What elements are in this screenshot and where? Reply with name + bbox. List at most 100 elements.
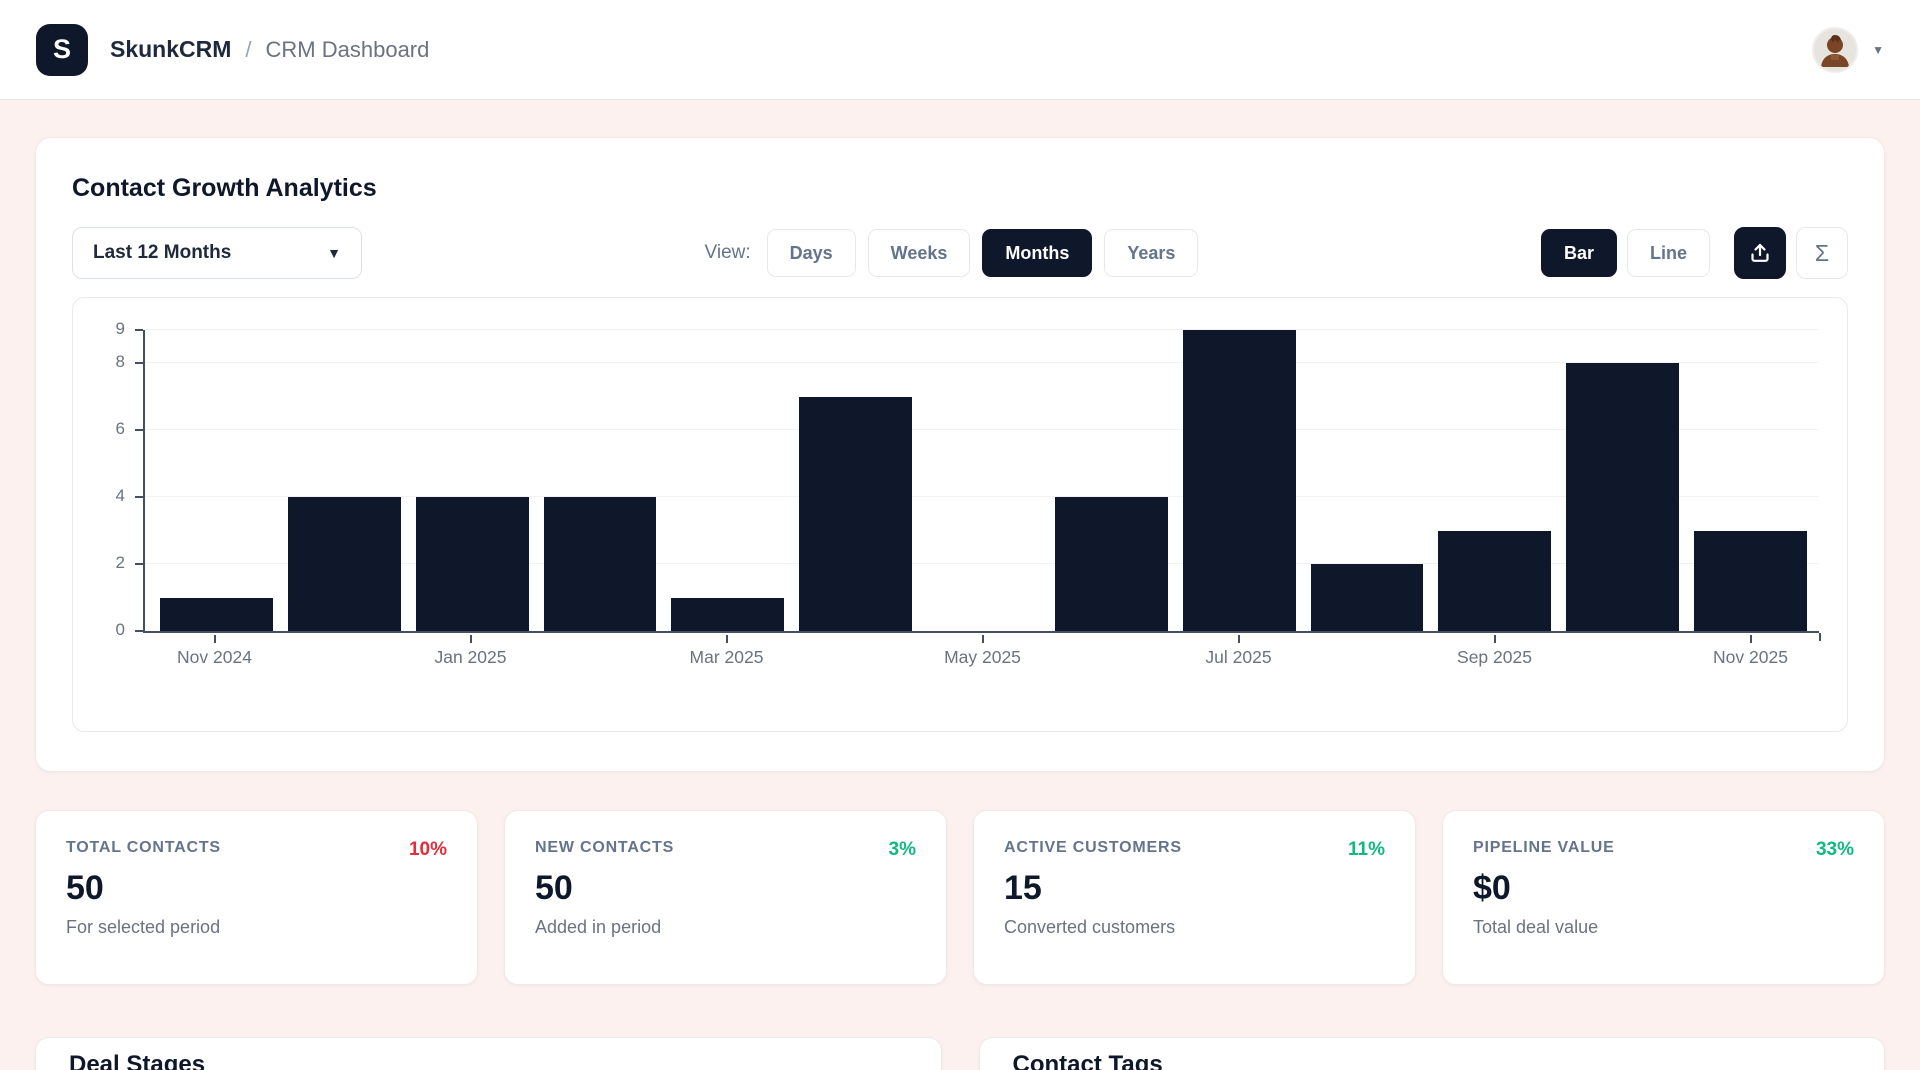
chart-bars: [145, 330, 1819, 631]
stats-row: TOTAL CONTACTS 10% 50 For selected perio…: [35, 810, 1885, 985]
chart-x-axis-labels: Nov 2024 Jan 2025 Mar 2025 May 2025 Jul 2025…: [143, 635, 1819, 668]
y-axis-label: 0: [115, 620, 125, 639]
chevron-down-icon: ▼: [327, 245, 341, 261]
bar-slot: [1438, 330, 1552, 631]
bar-slot: [927, 330, 1040, 631]
upload-icon: [1751, 243, 1769, 262]
x-axis-tick: [725, 635, 728, 643]
chart-card-title: Contact Growth Analytics: [72, 174, 377, 202]
avatar[interactable]: [1812, 26, 1859, 73]
view-weeks-button[interactable]: Weeks: [867, 229, 971, 277]
stat-trend-badge: 10%: [408, 839, 447, 860]
stat-subtitle: Added in period: [535, 917, 662, 937]
chart-type-line-button[interactable]: Line: [1626, 229, 1710, 277]
x-axis-slot: [542, 635, 655, 668]
y-axis-label: 8: [115, 352, 125, 372]
chart-plot-area: 0 2 4 6 8 9: [116, 319, 1821, 641]
bar-jan-2025[interactable]: [415, 497, 529, 631]
stat-value: 50: [535, 869, 573, 907]
x-axis-slot: Jan 2025: [414, 635, 527, 668]
bar-aug-2025[interactable]: [1310, 564, 1424, 631]
bar-jun-2025[interactable]: [1054, 497, 1168, 631]
bar-sep-2025[interactable]: [1438, 530, 1552, 631]
sum-button[interactable]: Σ: [1795, 227, 1848, 279]
bar-apr-2025[interactable]: [799, 396, 913, 631]
x-axis-label: May 2025: [944, 647, 1021, 667]
bar-chart: 0 2 4 6 8 9 Nov 2024 Jan 2025 Mar 2025 May 2025 J…: [72, 297, 1848, 732]
gridline: [145, 329, 1819, 330]
gridline: [145, 429, 1819, 431]
chart-type-bar-button[interactable]: Bar: [1540, 229, 1617, 277]
y-axis-label: 9: [115, 319, 125, 338]
x-axis-slot: [798, 635, 911, 668]
view-label: View:: [704, 242, 751, 263]
x-axis-slot: Nov 2025: [1694, 635, 1807, 668]
bar-nov-2025[interactable]: [1694, 530, 1807, 631]
x-axis-slot: Jul 2025: [1182, 635, 1295, 668]
bar-oct-2025[interactable]: [1566, 363, 1680, 631]
bar-slot: [1182, 330, 1296, 631]
bar-slot: [1566, 330, 1680, 631]
bar-slot: [287, 330, 401, 631]
app-logo-letter: S: [52, 34, 71, 64]
y-axis-tick: [135, 362, 143, 365]
x-axis-tick: [1749, 635, 1752, 643]
stat-card-total-contacts: TOTAL CONTACTS 10% 50 For selected perio…: [35, 810, 478, 985]
date-range-value: Last 12 Months: [93, 242, 232, 263]
view-months-button[interactable]: Months: [982, 229, 1093, 277]
bar-nov-2024[interactable]: [160, 597, 273, 631]
x-axis-tick: [1493, 635, 1496, 643]
stat-card-active-customers: ACTIVE CUSTOMERS 11% 15 Converted custom…: [973, 810, 1416, 985]
bar-slot: [671, 330, 785, 631]
x-axis-slot: Sep 2025: [1438, 635, 1551, 668]
y-axis-tick: [135, 496, 143, 499]
x-axis-slot: Nov 2024: [158, 635, 271, 668]
top-navbar: S SkunkCRM / CRM Dashboard ▼: [0, 0, 1920, 100]
x-axis-label: Sep 2025: [1457, 647, 1532, 667]
stat-value: $0: [1473, 869, 1511, 907]
stat-subtitle: Total deal value: [1473, 917, 1599, 937]
contact-tags-title: Contact Tags: [1012, 1051, 1163, 1070]
bar-feb-2025[interactable]: [543, 497, 657, 631]
bottom-row: Deal Stages Contact Tags: [35, 1037, 1885, 1070]
x-axis-slot: [286, 635, 399, 668]
bar-jul-2025[interactable]: [1182, 330, 1296, 631]
avatar-image: [1814, 28, 1857, 71]
stat-value: 50: [66, 869, 104, 907]
x-axis-tick: [213, 635, 216, 643]
stat-trend-badge: 33%: [1815, 839, 1854, 860]
stat-trend-badge: 3%: [888, 839, 916, 860]
y-axis-label: 6: [115, 419, 125, 439]
bar-mar-2025[interactable]: [671, 597, 785, 631]
x-axis-tick: [1237, 635, 1240, 643]
y-axis-tick: [135, 630, 143, 632]
bar-slot: [160, 330, 273, 631]
view-days-button[interactable]: Days: [766, 229, 856, 277]
sigma-icon: Σ: [1814, 239, 1830, 266]
x-axis-tick: [981, 635, 984, 643]
view-years-button[interactable]: Years: [1104, 229, 1199, 277]
bar-slot: [415, 330, 529, 631]
stat-card-new-contacts: NEW CONTACTS 3% 50 Added in period: [504, 810, 947, 985]
bar-slot: [1694, 330, 1807, 631]
y-axis-tick: [135, 563, 143, 566]
bar-slot: [1310, 330, 1424, 631]
x-axis-label: Nov 2025: [1713, 647, 1788, 667]
x-axis-slot: [1310, 635, 1423, 668]
breadcrumb: CRM Dashboard: [265, 36, 430, 62]
x-axis-label: Nov 2024: [177, 647, 252, 667]
deal-stages-title: Deal Stages: [69, 1051, 206, 1070]
export-button[interactable]: [1733, 227, 1786, 279]
user-menu-caret-icon[interactable]: ▼: [1872, 42, 1884, 57]
breadcrumb-separator: /: [245, 36, 252, 62]
x-axis-slot: May 2025: [926, 635, 1039, 668]
date-range-select[interactable]: Last 12 Months ▼: [72, 227, 362, 279]
gridline: [145, 362, 1819, 364]
bar-dec-2024[interactable]: [287, 497, 401, 631]
stat-trend-badge: 11%: [1348, 839, 1385, 860]
app-logo[interactable]: S: [36, 23, 88, 76]
stat-label: PIPELINE VALUE: [1473, 839, 1615, 856]
x-axis-slot: [1566, 635, 1679, 668]
contact-growth-card: Contact Growth Analytics Last 12 Months …: [35, 137, 1885, 772]
stat-value: 15: [1004, 869, 1042, 907]
